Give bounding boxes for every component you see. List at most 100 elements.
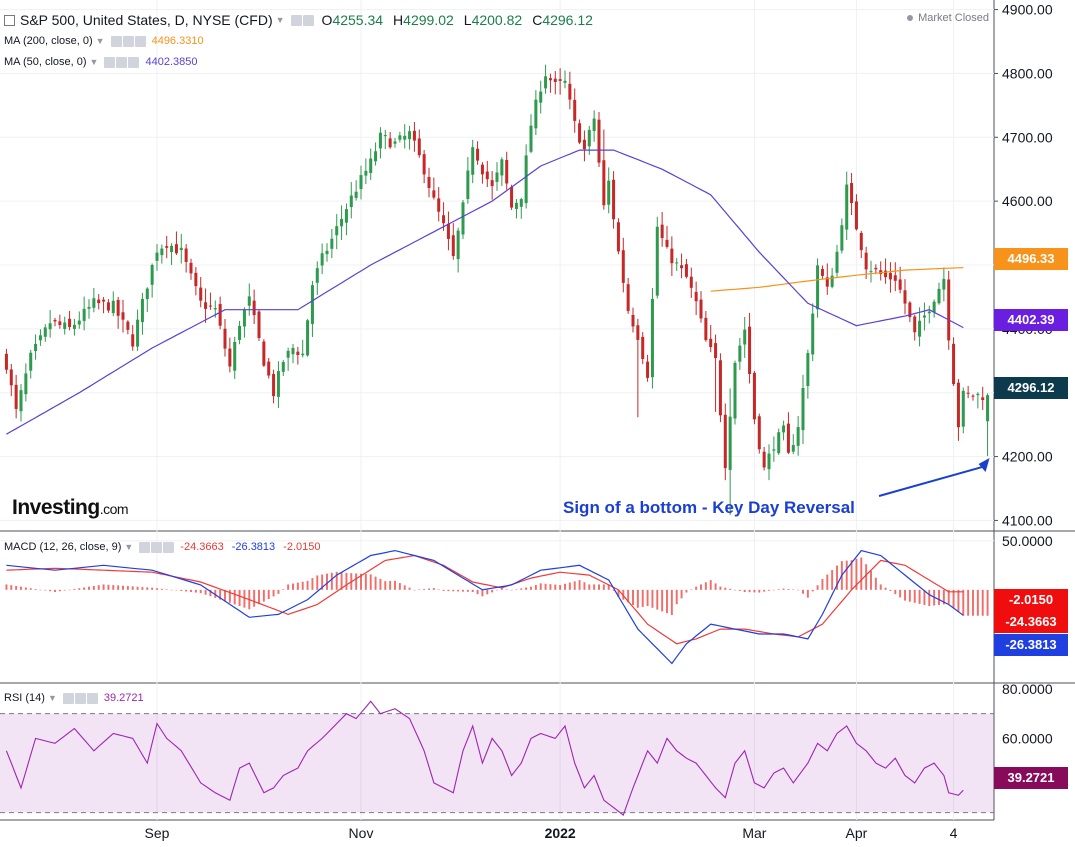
macd-histogram-bar [219, 589, 222, 600]
candle [296, 351, 300, 355]
macd-histogram-bar [554, 584, 557, 590]
close-icon[interactable] [128, 56, 140, 68]
macd-histogram-bar [879, 584, 882, 590]
macd-histogram-bar [505, 589, 508, 590]
macd-histogram-bar [738, 589, 741, 591]
candle [670, 248, 674, 264]
gear-icon[interactable] [74, 692, 86, 704]
series-controls[interactable] [290, 14, 314, 26]
ma200-legend[interactable]: MA (200, close, 0) ▼ 4496.3310 [4, 35, 204, 47]
macd-histogram-bar [598, 584, 600, 590]
macd-histogram-bar [768, 589, 770, 591]
macd-histogram-bar [627, 589, 630, 603]
candle [262, 341, 266, 366]
candle [242, 309, 246, 327]
eye-icon[interactable] [62, 692, 74, 704]
rsi-controls[interactable] [62, 692, 98, 704]
candle [718, 360, 722, 416]
macd-histogram-bar [272, 589, 275, 597]
candle [514, 202, 518, 209]
ma50-legend[interactable]: MA (50, close, 0) ▼ 4402.3850 [4, 56, 197, 68]
candle [587, 129, 591, 147]
candle [699, 299, 703, 319]
macd-histogram-bar [112, 585, 115, 590]
macd-legend[interactable]: MACD (12, 26, close, 9) ▼ -24.3663 -26.38… [4, 541, 320, 553]
close-icon[interactable] [163, 541, 175, 553]
ma50-controls[interactable] [104, 56, 140, 68]
candle [68, 318, 72, 327]
macd-controls[interactable] [139, 541, 175, 553]
macd-histogram-bar [661, 589, 664, 612]
candle [466, 170, 470, 199]
annotation-arrowhead [978, 458, 990, 473]
candle [714, 343, 718, 358]
macd-histogram-bar [423, 588, 426, 590]
candle [189, 262, 193, 274]
macd-histogram-bar [602, 584, 605, 590]
rsi-legend[interactable]: RSI (14) ▼ 39.2721 [4, 692, 144, 704]
macd-histogram-bar [394, 580, 396, 590]
macd-histogram-bar [734, 589, 736, 591]
macd-histogram-bar [904, 589, 906, 601]
candle [612, 179, 616, 220]
eye-icon[interactable] [290, 14, 302, 26]
candle [145, 288, 149, 300]
macd-histogram-bar [564, 583, 566, 590]
close-icon[interactable] [134, 35, 146, 47]
macd-histogram-bar [850, 560, 853, 590]
macd-histogram-bar [724, 587, 727, 590]
eye-icon[interactable] [110, 35, 122, 47]
candle [558, 79, 562, 81]
candle [281, 361, 285, 372]
macd-histogram-bar [204, 589, 207, 595]
close-icon[interactable] [86, 692, 98, 704]
gear-icon[interactable] [122, 35, 134, 47]
chart-title[interactable]: S&P 500, United States, D, NYSE (CFD) [20, 12, 273, 28]
macd-histogram-bar [704, 582, 707, 590]
candle [306, 320, 310, 356]
eye-icon[interactable] [104, 56, 116, 68]
candle [218, 304, 222, 326]
candle [194, 272, 198, 287]
macd-histogram-bar [253, 589, 256, 607]
macd-histogram-bar [714, 583, 717, 590]
candle [116, 299, 120, 316]
candle [325, 250, 329, 255]
macd-histogram-bar [758, 589, 761, 593]
macd-histogram-bar [58, 589, 61, 592]
macd-histogram-bar [403, 585, 406, 590]
macd-histogram-bar [471, 589, 474, 592]
eye-icon[interactable] [139, 541, 151, 553]
gear-icon[interactable] [302, 14, 314, 26]
chart-type-icon[interactable] [4, 14, 15, 26]
candle [461, 202, 465, 235]
y-tick-label: 60.0000 [1002, 730, 1053, 746]
chevron-down-icon[interactable]: ▼ [275, 15, 285, 25]
candle [981, 397, 985, 401]
macd-histogram-bar [947, 589, 950, 604]
gear-icon[interactable] [116, 56, 128, 68]
ma200-controls[interactable] [110, 35, 146, 47]
macd-histogram-bar [34, 588, 37, 590]
chevron-down-icon[interactable]: ▼ [47, 693, 57, 703]
macd-histogram-bar [296, 582, 299, 590]
macd-signal-line [6, 554, 964, 645]
candle [952, 343, 956, 385]
chevron-down-icon[interactable]: ▼ [89, 57, 99, 67]
candle [471, 147, 475, 175]
macd-histogram-bar [763, 589, 766, 592]
candle [529, 125, 533, 152]
gear-icon[interactable] [151, 541, 163, 553]
macd-histogram-bar [262, 589, 265, 602]
candle [636, 325, 640, 340]
macd-signal-price-label: -2.0150 [994, 589, 1068, 611]
candle [675, 262, 679, 264]
macd-histogram-bar [141, 587, 144, 590]
candle [777, 432, 781, 454]
candle [956, 382, 960, 428]
candle [403, 135, 407, 140]
macd-histogram-bar [136, 586, 139, 590]
candle [888, 272, 892, 280]
chevron-down-icon[interactable]: ▼ [124, 542, 134, 552]
chevron-down-icon[interactable]: ▼ [95, 36, 105, 46]
